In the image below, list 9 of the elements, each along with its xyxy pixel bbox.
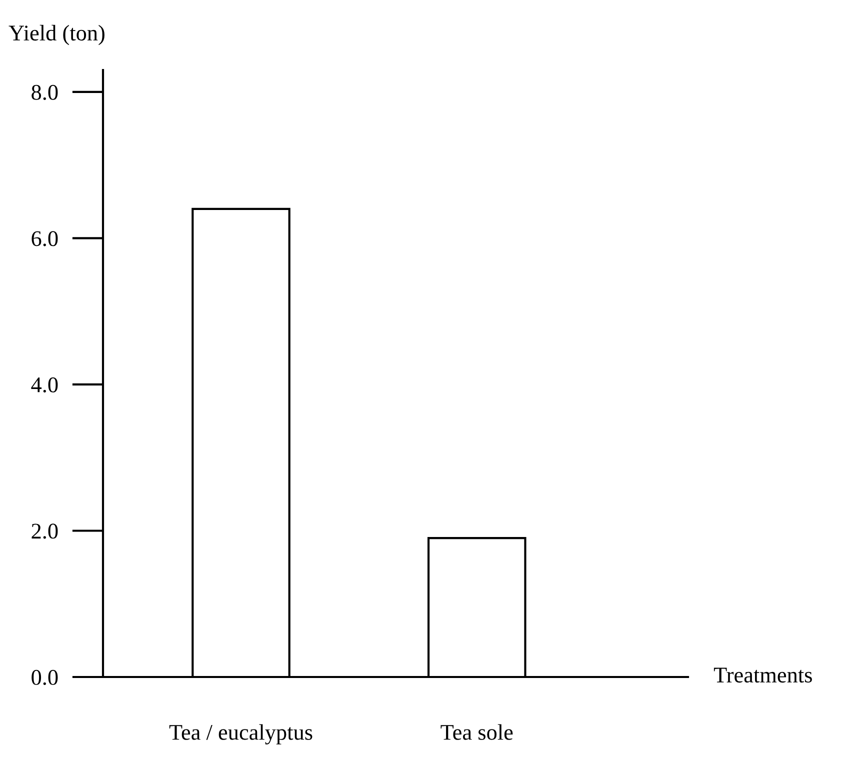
x-tick-label: Tea sole: [440, 724, 513, 740]
y-tick-label: 8.0: [32, 84, 58, 100]
y-tick-label: 0.0: [32, 670, 58, 686]
y-axis-title: Yield (ton): [8, 24, 104, 46]
x-tick-label: Tea / eucalyptus: [169, 724, 312, 744]
y-tick-label: 4.0: [31, 377, 58, 392]
y-tick-label: 2.0: [32, 524, 58, 539]
x-axis-title: Treatments: [714, 668, 812, 683]
y-tick-label: 6.0: [32, 231, 58, 246]
